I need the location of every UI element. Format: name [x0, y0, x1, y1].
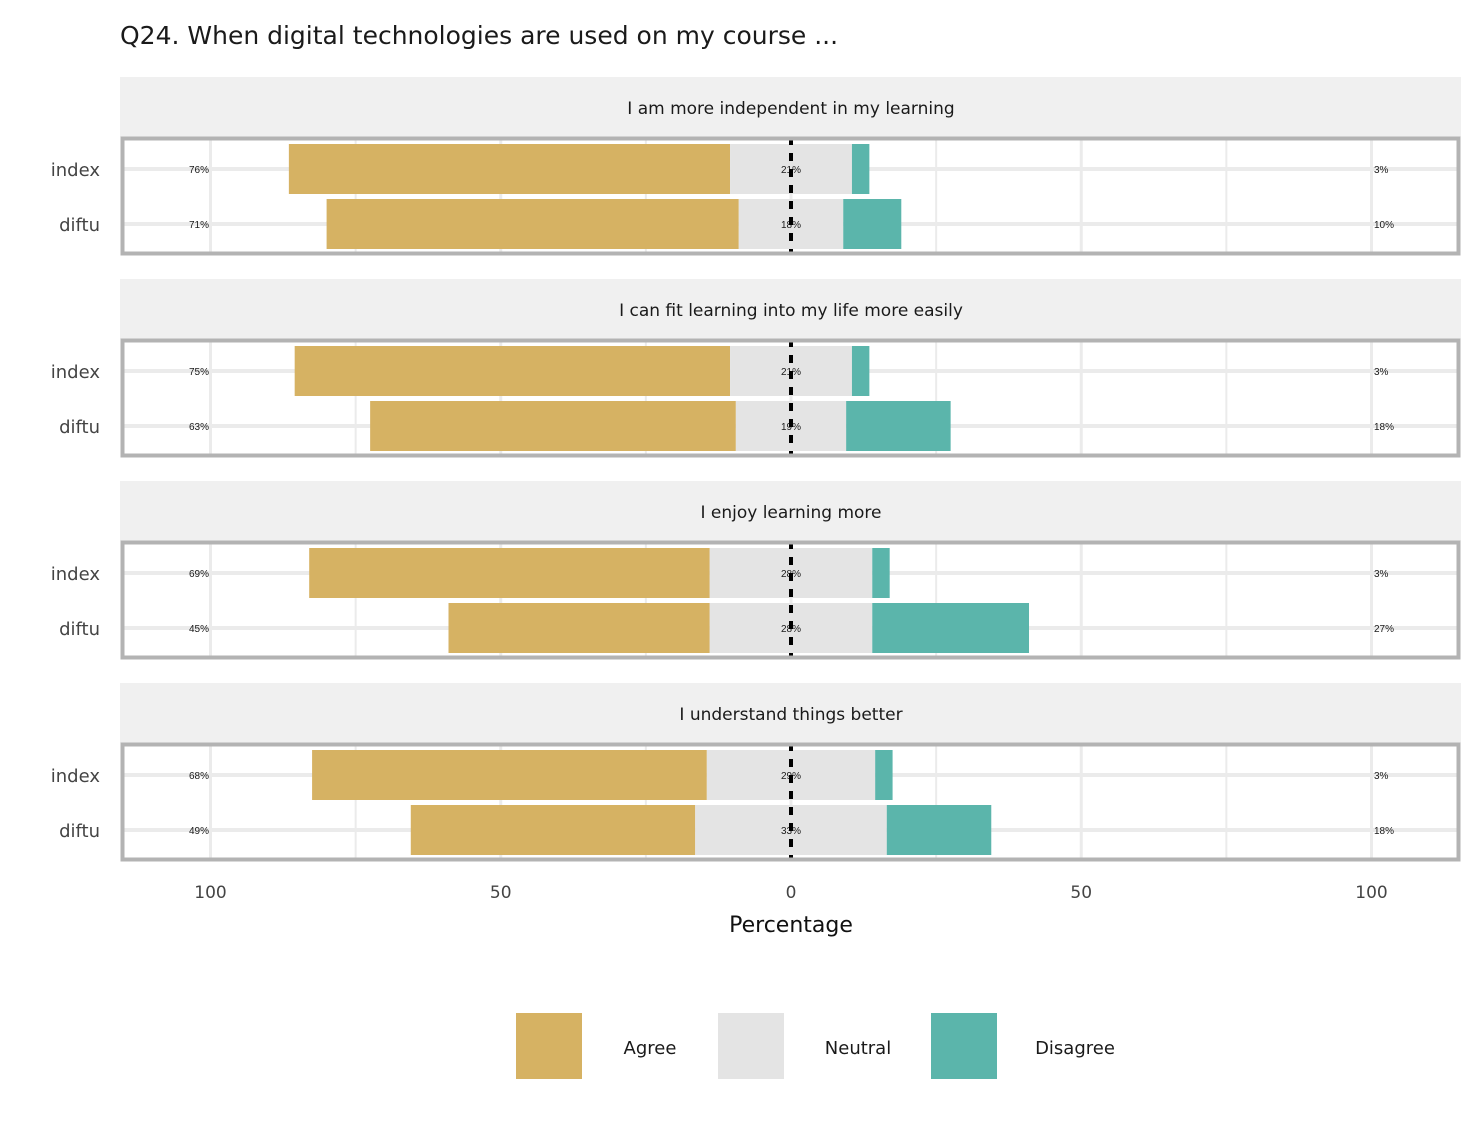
bar-agree: [410, 805, 696, 855]
category-label: diftu: [59, 417, 100, 438]
category-label: index: [51, 564, 101, 585]
neutral-pct-label: 19%: [781, 422, 801, 433]
agree-pct-label: 69%: [189, 569, 209, 580]
chart-title: Q24. When digital technologies are used …: [120, 21, 838, 50]
legend-label-disagree: Disagree: [1035, 1038, 1115, 1059]
x-tick-label: 50: [1070, 883, 1092, 903]
legend-swatch-agree: [516, 1013, 582, 1079]
panel-strip: [120, 683, 1461, 743]
bar-agree: [312, 750, 707, 800]
panel: I enjoy learning more index 69% 28% 3% diftu 4…: [51, 481, 1461, 660]
x-tick-label: 0: [786, 883, 797, 903]
bar-disagree: [886, 805, 992, 855]
bar-agree: [309, 548, 710, 598]
legend-swatch-neutral: [718, 1013, 784, 1079]
panel-border: [120, 540, 1461, 660]
bar-disagree: [872, 603, 1030, 653]
x-axis-title: Percentage: [729, 913, 853, 938]
bar-agree: [370, 401, 736, 451]
bar-agree: [294, 346, 731, 396]
x-axis: 100 50 0 50 100: [194, 883, 1387, 903]
x-tick-label: 100: [194, 883, 226, 903]
panel: I am more independent in my learning inde…: [51, 77, 1461, 256]
agree-pct-label: 63%: [189, 422, 209, 433]
bar-disagree: [875, 750, 893, 800]
legend-label-agree: Agree: [624, 1038, 677, 1059]
legend-label-neutral: Neutral: [825, 1038, 891, 1059]
panel-strip: [120, 279, 1461, 339]
disagree-pct-label: 3%: [1374, 367, 1389, 378]
panel-title: I enjoy learning more: [700, 503, 881, 523]
agree-pct-label: 76%: [189, 165, 209, 176]
chart-panels: I am more independent in my learning inde…: [51, 77, 1461, 862]
panel-strip: [120, 77, 1461, 137]
x-tick-label: 50: [490, 883, 512, 903]
bar-disagree: [872, 548, 890, 598]
category-label: diftu: [59, 619, 100, 640]
x-tick-label: 100: [1355, 883, 1387, 903]
panel-border: [120, 742, 1461, 862]
agree-pct-label: 68%: [189, 771, 209, 782]
legend-swatch-disagree: [931, 1013, 997, 1079]
panel: I can fit learning into my life more eas…: [51, 279, 1461, 458]
category-label: index: [51, 766, 101, 787]
agree-pct-label: 75%: [189, 367, 209, 378]
panel-title: I understand things better: [679, 705, 902, 725]
bar-disagree: [851, 144, 870, 194]
bar-agree: [326, 199, 739, 249]
disagree-pct-label: 10%: [1374, 220, 1394, 231]
panel-title: I am more independent in my learning: [627, 99, 954, 119]
disagree-pct-label: 3%: [1374, 569, 1389, 580]
disagree-pct-label: 3%: [1374, 771, 1389, 782]
panel: I understand things betterindex68%29%3%d…: [51, 683, 1461, 862]
panel-strip: [120, 481, 1461, 541]
agree-pct-label: 49%: [189, 826, 209, 837]
disagree-pct-label: 27%: [1374, 624, 1394, 635]
bar-disagree: [843, 199, 902, 249]
category-label: index: [51, 160, 101, 181]
disagree-pct-label: 3%: [1374, 165, 1389, 176]
legend: Agree Neutral Disagree: [516, 1013, 1115, 1079]
panel-border: [120, 338, 1461, 458]
agree-pct-label: 71%: [189, 220, 209, 231]
panel-title: I can fit learning into my life more eas…: [619, 301, 963, 321]
bar-disagree: [851, 346, 870, 396]
category-label: index: [51, 362, 101, 383]
category-label: diftu: [59, 215, 100, 236]
disagree-pct-label: 18%: [1374, 422, 1394, 433]
neutral-pct-label: 18%: [781, 220, 801, 231]
agree-pct-label: 45%: [189, 624, 209, 635]
bar-disagree: [846, 401, 951, 451]
panel-border: [120, 136, 1461, 256]
category-label: diftu: [59, 821, 100, 842]
disagree-pct-label: 18%: [1374, 826, 1394, 837]
bar-agree: [288, 144, 731, 194]
neutral-pct-label: 33%: [781, 826, 801, 837]
neutral-pct-label: 28%: [781, 624, 801, 635]
bar-agree: [448, 603, 710, 653]
